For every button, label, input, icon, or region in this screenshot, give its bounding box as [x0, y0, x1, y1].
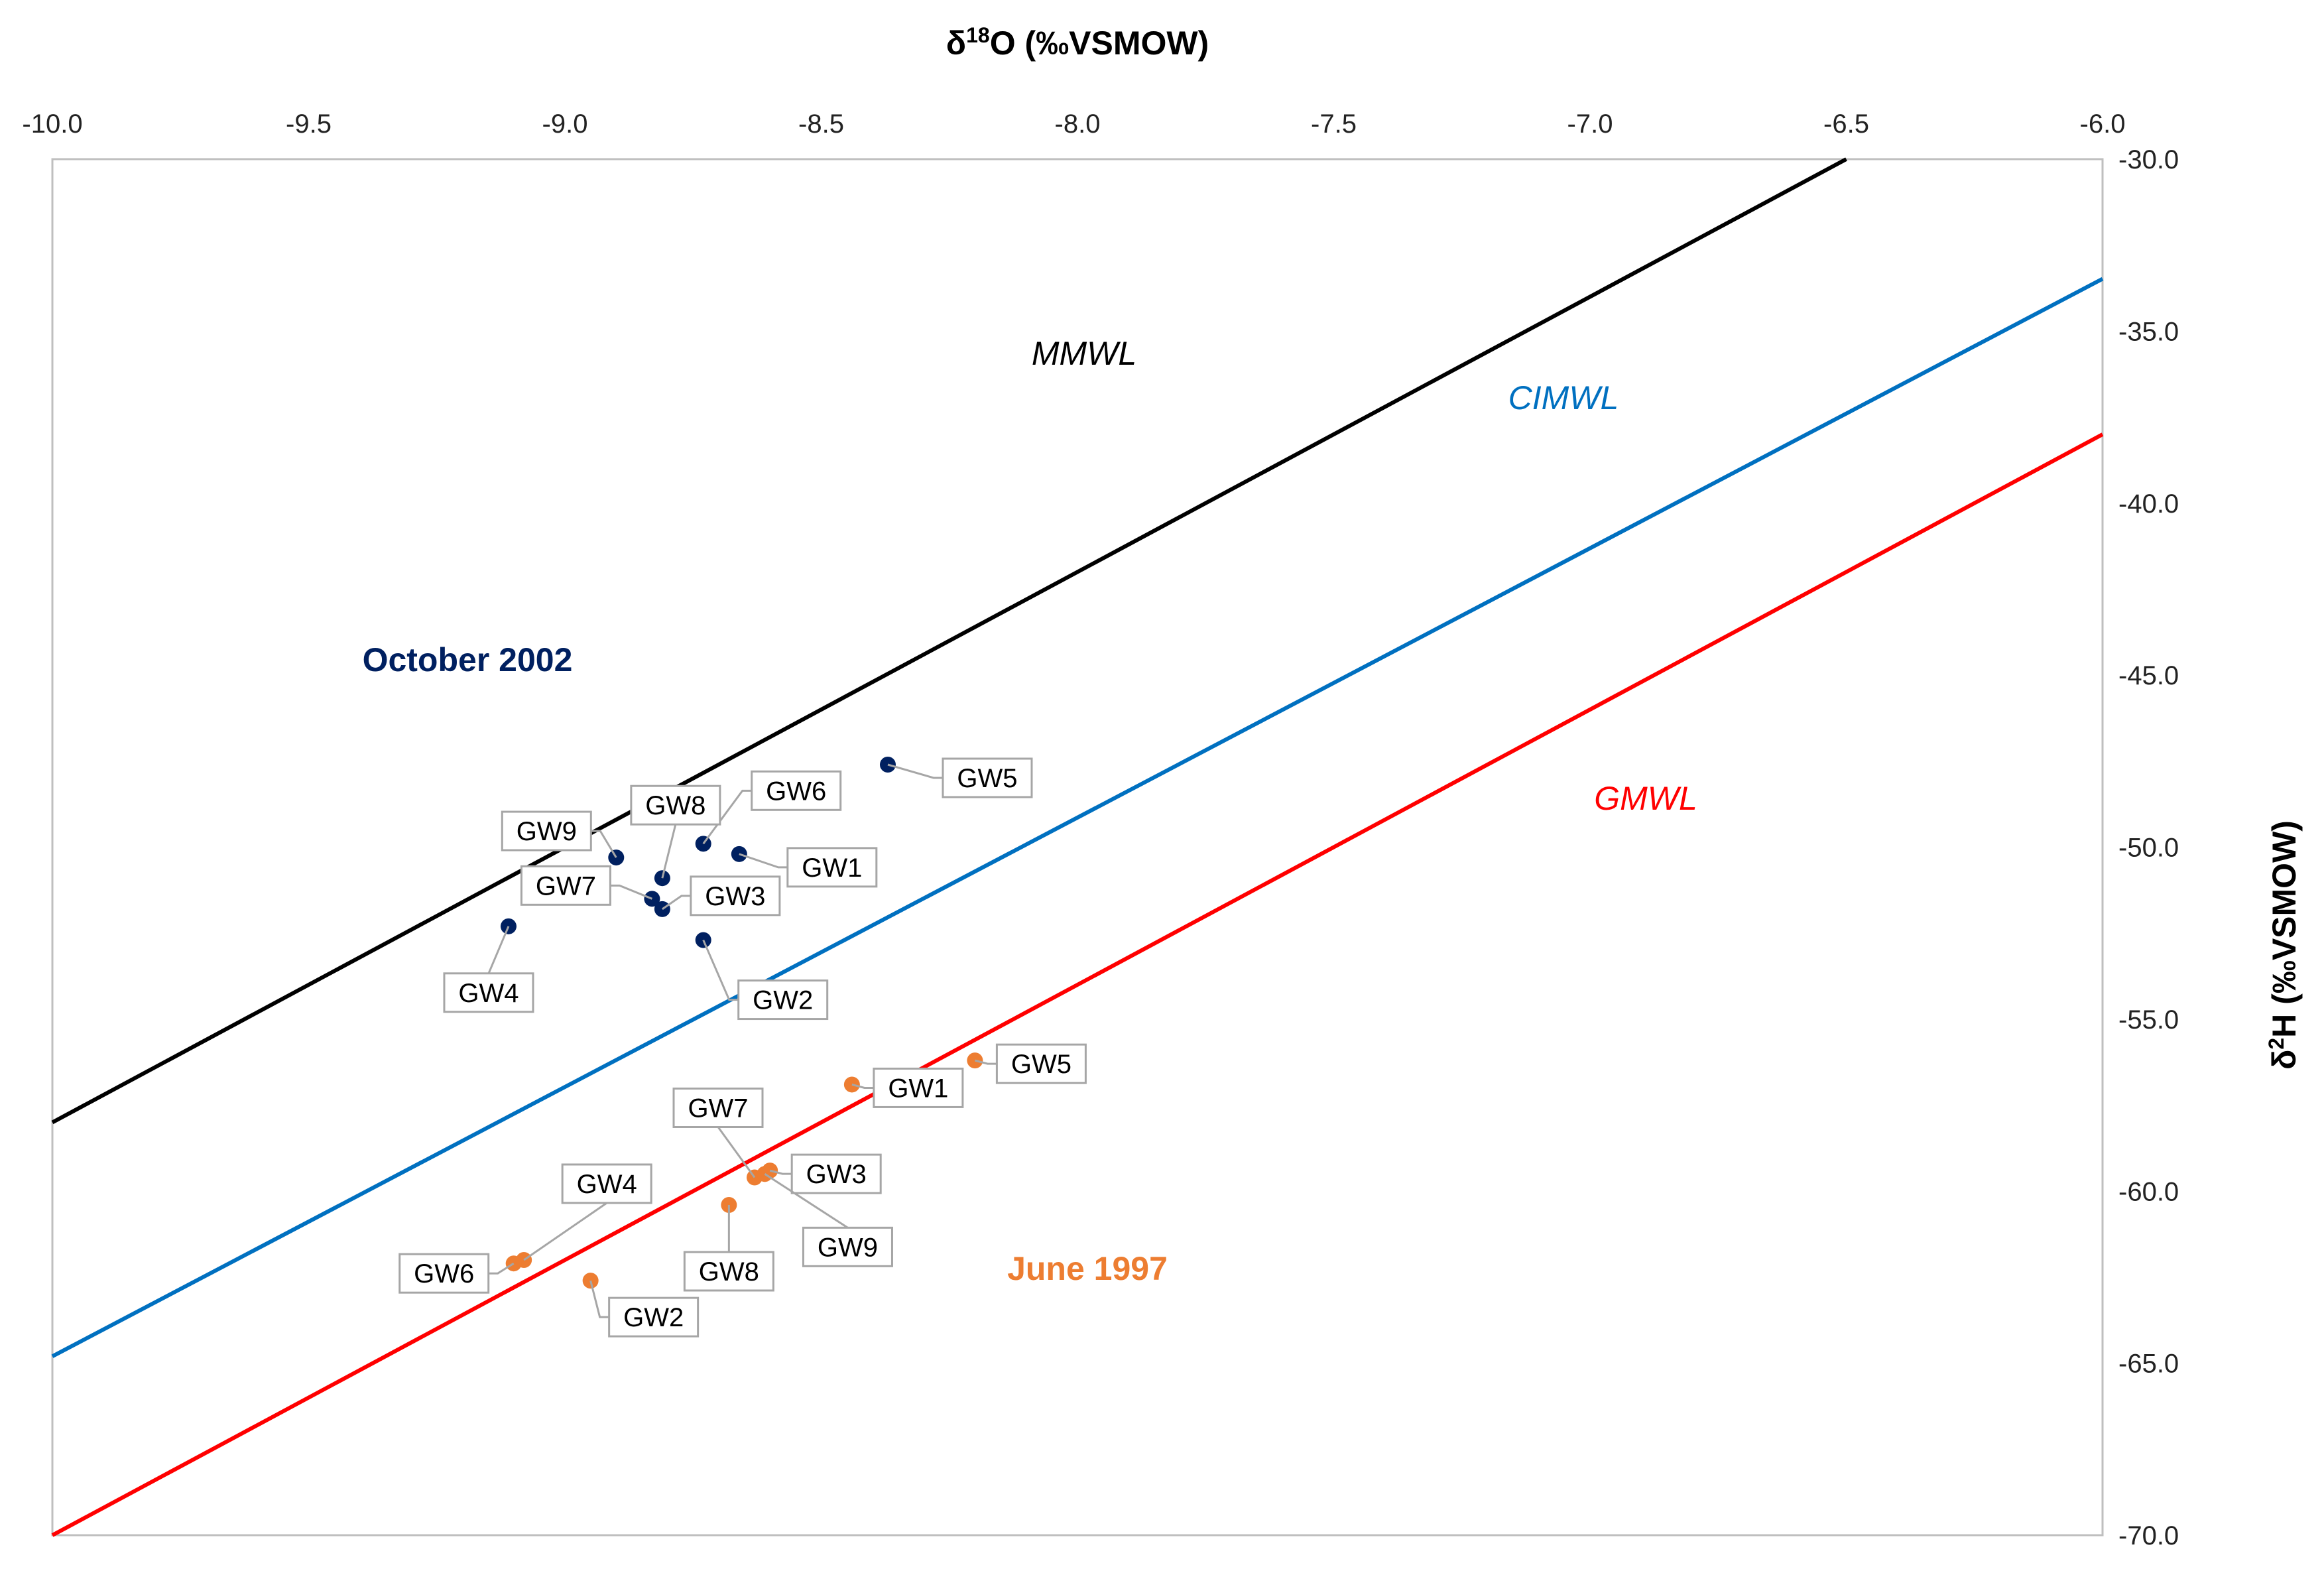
y-axis-title-main: H (‰VSMOW)	[2266, 820, 2303, 1038]
point-label-oct2002-gw2: GW2	[753, 986, 813, 1015]
leader-line	[702, 789, 752, 845]
line-cimwl	[51, 277, 2104, 1358]
y-axis-title-prefix: δ	[2266, 1050, 2303, 1070]
y-tick-label: -65.0	[2118, 1350, 2179, 1379]
point-label-oct2002-gw3: GW3	[705, 882, 765, 911]
leader-line	[589, 1280, 609, 1318]
leader-line	[591, 830, 617, 858]
y-axis-title-sup: 2	[2264, 1038, 2288, 1050]
point-label-jun1997-gw5: GW5	[1011, 1050, 1071, 1079]
point-label-box	[561, 1163, 652, 1204]
y-tick-label: -30.0	[2118, 145, 2179, 174]
leader-line	[887, 763, 943, 779]
line-label-mmwl: MMWL	[1032, 335, 1136, 372]
y-tick-label: -45.0	[2118, 661, 2179, 690]
x-tick-label: -6.0	[2080, 109, 2126, 139]
y-tick-label: -50.0	[2118, 834, 2179, 863]
point-label-jun1997-gw9: GW9	[818, 1233, 878, 1262]
leader-line	[661, 824, 677, 879]
line-mmwl	[51, 157, 1847, 1125]
y-tick-label: -40.0	[2118, 489, 2179, 519]
point-label-jun1997-gw7: GW7	[688, 1094, 748, 1123]
point-label-box	[790, 1153, 882, 1194]
leader-line	[702, 939, 739, 1001]
leader-line	[487, 926, 510, 974]
point-label-box	[520, 865, 611, 906]
point-label-box	[501, 810, 592, 851]
x-tick-label: -10.0	[22, 109, 82, 139]
point-label-box	[995, 1043, 1087, 1084]
leader-line	[610, 884, 652, 900]
point-label-box	[802, 1226, 893, 1267]
line-gmwl	[51, 432, 2104, 1537]
point-label-box	[737, 979, 829, 1021]
y-tick-label: -55.0	[2118, 1005, 2179, 1035]
point-label-jun1997-gw4: GW4	[577, 1170, 637, 1199]
point-label-oct2002-gw8: GW8	[645, 791, 705, 820]
point-label-jun1997-gw8: GW8	[699, 1257, 759, 1287]
x-tick-label: -9.5	[286, 109, 332, 139]
x-tick-label: -8.5	[798, 109, 844, 139]
x-axis-title-prefix: δ	[946, 25, 966, 62]
point-label-box	[443, 972, 534, 1013]
point-label-jun1997-gw3: GW3	[806, 1160, 867, 1189]
x-axis-title-sup: 18	[966, 23, 990, 47]
point-label-oct2002-gw6: GW6	[766, 777, 826, 806]
point-label-box	[672, 1088, 764, 1128]
group-label-june-1997: June 1997	[1007, 1250, 1168, 1287]
leader-line	[975, 1059, 997, 1065]
plot-area	[51, 158, 2104, 1537]
leader-line	[769, 1169, 792, 1175]
group-label-october-2002: October 2002	[363, 641, 573, 678]
leader-line	[662, 895, 691, 911]
line-label-cimwl: CIMWL	[1508, 379, 1619, 416]
line-label-gmwl: GMWL	[1594, 780, 1697, 817]
y-tick-label: -60.0	[2118, 1177, 2179, 1206]
point-label-box	[942, 757, 1033, 798]
y-tick-label: -35.0	[2118, 317, 2179, 346]
y-axis-title: δ2H (‰VSMOW)	[2264, 820, 2303, 1070]
point-label-oct2002-gw5: GW5	[957, 764, 1017, 793]
x-axis-title-main: O (‰VSMOW)	[990, 25, 1209, 62]
leader-line	[717, 1126, 756, 1178]
x-tick-label: -8.0	[1055, 109, 1101, 139]
y-tick-label: -70.0	[2118, 1521, 2179, 1550]
point-label-jun1997-gw6: GW6	[414, 1259, 474, 1289]
point-label-oct2002-gw1: GW1	[802, 853, 862, 883]
x-tick-label: -7.0	[1567, 109, 1613, 139]
leader-line	[488, 1262, 515, 1275]
leader-line	[851, 1083, 874, 1089]
point-label-box	[751, 770, 842, 811]
point-label-jun1997-gw1: GW1	[888, 1074, 948, 1103]
point-label-box	[873, 1067, 964, 1108]
point-label-oct2002-gw4: GW4	[458, 979, 519, 1008]
leader-line	[739, 853, 788, 869]
point-label-box	[608, 1296, 700, 1338]
x-tick-label: -6.5	[1823, 109, 1869, 139]
point-label-box	[690, 875, 781, 916]
leader-line	[764, 1173, 849, 1229]
point-label-oct2002-gw7: GW7	[536, 871, 596, 901]
point-label-box	[630, 785, 721, 826]
point-label-jun1997-gw2: GW2	[623, 1303, 684, 1332]
point-label-box	[683, 1251, 774, 1292]
x-axis-title: δ18O (‰VSMOW)	[946, 23, 1209, 62]
point-label-oct2002-gw9: GW9	[517, 817, 577, 846]
x-tick-label: -9.0	[542, 109, 588, 139]
point-label-box	[398, 1253, 490, 1294]
x-tick-label: -7.5	[1311, 109, 1357, 139]
point-label-box	[786, 847, 878, 888]
leader-line	[523, 1202, 608, 1261]
